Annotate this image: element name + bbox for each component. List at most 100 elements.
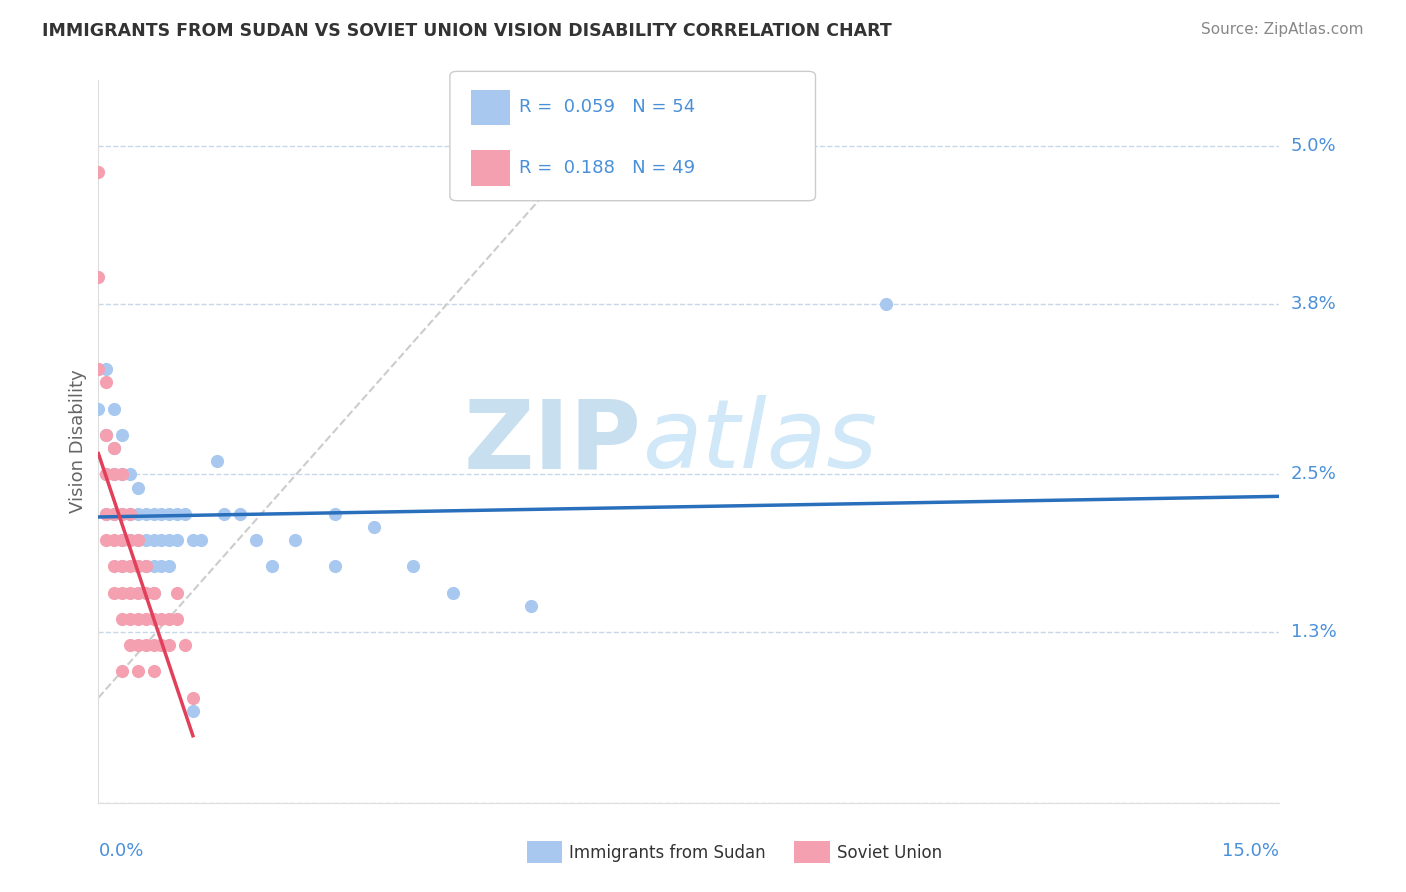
Point [111, 467, 134, 482]
Point [96, 376, 118, 390]
Text: 1.3%: 1.3% [1291, 623, 1336, 641]
Point [441, 585, 464, 599]
Point [150, 612, 173, 626]
Point [118, 638, 141, 652]
Point [135, 585, 157, 599]
Point [150, 559, 173, 574]
Point [142, 559, 165, 574]
Point [87, 401, 110, 416]
Point [157, 612, 180, 626]
Point [174, 507, 197, 521]
Point [323, 507, 346, 521]
Point [111, 467, 134, 482]
Text: R =  0.188   N = 49: R = 0.188 N = 49 [519, 159, 695, 177]
Point [135, 559, 157, 574]
Point [142, 507, 165, 521]
Point [87, 362, 110, 376]
Point [111, 612, 134, 626]
Text: 15.0%: 15.0% [1222, 842, 1279, 860]
Point [181, 690, 204, 705]
Point [174, 638, 197, 652]
Point [127, 507, 149, 521]
Point [229, 507, 252, 521]
Point [157, 507, 180, 521]
Point [103, 467, 125, 482]
Point [111, 533, 134, 547]
Point [103, 507, 125, 521]
Text: R =  0.059   N = 54: R = 0.059 N = 54 [519, 98, 695, 117]
Point [111, 559, 134, 574]
Point [118, 507, 141, 521]
Point [87, 270, 110, 285]
Point [205, 454, 228, 468]
Point [96, 467, 118, 482]
Point [875, 296, 897, 310]
Point [135, 638, 157, 652]
Point [96, 533, 118, 547]
Point [363, 520, 385, 534]
Point [111, 533, 134, 547]
Point [118, 467, 141, 482]
Point [111, 559, 134, 574]
Point [118, 585, 141, 599]
Point [166, 533, 188, 547]
Point [103, 507, 125, 521]
Point [127, 585, 149, 599]
Point [142, 585, 165, 599]
Text: 5.0%: 5.0% [1291, 137, 1336, 155]
Point [520, 599, 543, 613]
Point [190, 533, 212, 547]
Point [135, 533, 157, 547]
Point [111, 585, 134, 599]
Point [157, 638, 180, 652]
Point [127, 665, 149, 679]
Point [127, 638, 149, 652]
Point [103, 585, 125, 599]
Text: 0.0%: 0.0% [98, 842, 143, 860]
Point [157, 559, 180, 574]
Point [127, 533, 149, 547]
Point [127, 612, 149, 626]
Point [96, 362, 118, 376]
Text: Soviet Union: Soviet Union [837, 844, 942, 862]
Point [118, 507, 141, 521]
Point [96, 507, 118, 521]
Point [135, 612, 157, 626]
Point [103, 559, 125, 574]
Text: 3.8%: 3.8% [1291, 294, 1336, 312]
Point [150, 533, 173, 547]
Point [87, 362, 110, 376]
Text: atlas: atlas [641, 395, 877, 488]
Point [103, 441, 125, 455]
Point [402, 559, 425, 574]
Point [166, 612, 188, 626]
Point [96, 428, 118, 442]
Point [142, 612, 165, 626]
Point [142, 665, 165, 679]
Point [142, 585, 165, 599]
Point [103, 533, 125, 547]
Point [181, 704, 204, 718]
Point [103, 401, 125, 416]
Point [142, 533, 165, 547]
Point [127, 559, 149, 574]
Point [118, 612, 141, 626]
Point [150, 638, 173, 652]
Point [111, 507, 134, 521]
Point [181, 533, 204, 547]
Point [166, 585, 188, 599]
Y-axis label: Vision Disability: Vision Disability [69, 369, 87, 514]
Text: Immigrants from Sudan: Immigrants from Sudan [569, 844, 766, 862]
Point [111, 507, 134, 521]
Point [127, 481, 149, 495]
Point [87, 165, 110, 179]
Text: IMMIGRANTS FROM SUDAN VS SOVIET UNION VISION DISABILITY CORRELATION CHART: IMMIGRANTS FROM SUDAN VS SOVIET UNION VI… [42, 22, 891, 40]
Point [103, 441, 125, 455]
Point [157, 533, 180, 547]
Point [111, 665, 134, 679]
Point [118, 533, 141, 547]
Point [150, 507, 173, 521]
Point [118, 533, 141, 547]
Point [214, 507, 236, 521]
Text: ZIP: ZIP [464, 395, 641, 488]
